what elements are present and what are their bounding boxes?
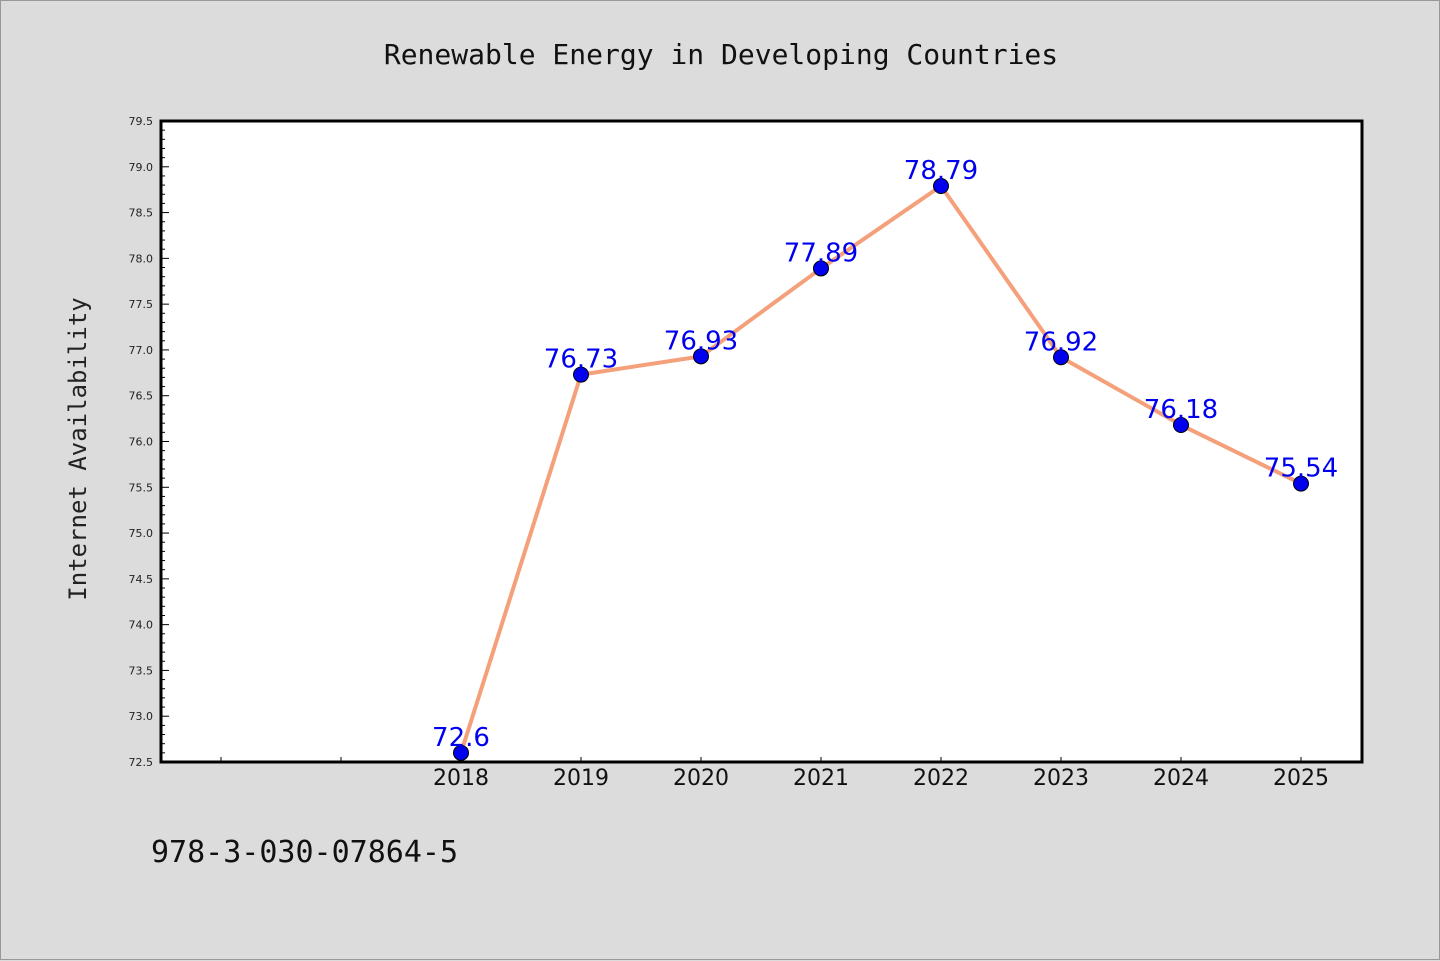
chart-title: Renewable Energy in Developing Countries (384, 38, 1058, 71)
y-tick-label: 76.5 (129, 390, 154, 403)
data-point (1293, 475, 1309, 492)
y-tick-label: 77.5 (129, 298, 154, 311)
y-tick-label: 73.5 (129, 664, 154, 677)
data-point (813, 260, 829, 277)
x-tick-label: 2019 (553, 766, 609, 791)
y-tick-label: 79.0 (129, 161, 154, 174)
data-labels: 72.6 76.73 76.93 77.89 78.79 76.92 76.18 75.54 (432, 156, 1338, 753)
y-axis-label: Internet Availability (64, 297, 92, 600)
data-point (573, 366, 589, 383)
y-tick-label: 79.5 (129, 115, 154, 128)
data-point (693, 348, 709, 365)
x-tick-label: 2020 (673, 766, 729, 791)
y-tick-label: 77.0 (129, 344, 154, 357)
plot-area (159, 119, 1364, 764)
y-tick-label: 78.0 (129, 252, 154, 265)
y-tick-label: 72.5 (129, 756, 154, 769)
data-point (1053, 349, 1069, 366)
y-axis-ticks: 72.5 73.0 73.5 74.0 74.5 75.0 75.5 76.0 76.5 77.0… (129, 115, 169, 769)
x-tick-label: 2024 (1153, 766, 1209, 791)
x-tick-label: 2018 (433, 766, 489, 791)
data-label: 76.93 (664, 326, 738, 356)
x-tick-label: 2022 (913, 766, 969, 791)
y-tick-label: 73.0 (129, 710, 154, 723)
series-line (459, 184, 1302, 754)
data-label: 75.54 (1264, 454, 1338, 484)
y-tick-label: 74.0 (129, 619, 154, 632)
data-point (933, 178, 949, 195)
y-tick-label: 74.5 (129, 573, 154, 586)
x-tick-label: 2023 (1033, 766, 1089, 791)
data-label: 76.18 (1144, 395, 1218, 425)
data-label: 77.89 (784, 238, 858, 268)
y-tick-label: 78.5 (129, 207, 154, 220)
data-point (1173, 417, 1189, 434)
data-point (453, 744, 469, 761)
y-tick-label: 75.5 (129, 481, 154, 494)
data-points (453, 178, 1309, 761)
data-label: 76.73 (544, 345, 618, 375)
data-label: 78.79 (904, 156, 978, 186)
x-tick-label: 2021 (793, 766, 849, 791)
y-tick-label: 76.0 (129, 436, 154, 449)
data-label: 76.92 (1024, 327, 1098, 357)
data-label: 72.6 (432, 723, 490, 753)
y-tick-label: 75.0 (129, 527, 154, 540)
x-axis-ticks: 2018 2019 2020 2021 2022 2023 2024 2025 (220, 757, 1329, 791)
isbn-text: 978-3-030-07864-5 (151, 835, 459, 870)
x-tick-label: 2025 (1273, 766, 1329, 791)
